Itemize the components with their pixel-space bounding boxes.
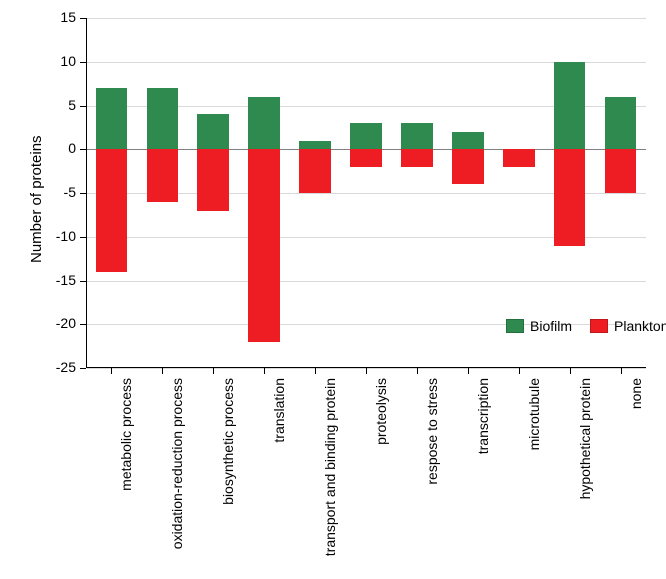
y-tick-label: -10 (46, 228, 76, 244)
bar-planktonic (248, 149, 280, 342)
x-tick (417, 368, 418, 374)
x-tick (315, 368, 316, 374)
bar-planktonic (350, 149, 382, 167)
x-category-label: metabolic process (118, 378, 134, 578)
x-tick (519, 368, 520, 374)
bar-biofilm (605, 97, 637, 150)
x-category-label: translation (271, 378, 287, 578)
legend-swatch-planktonic (590, 319, 608, 333)
x-category-label: oxidation-reduction process (169, 378, 185, 578)
bar-biofilm (197, 114, 229, 149)
y-tick (80, 106, 86, 107)
x-category-label: transport and binding protein (322, 378, 338, 578)
bar-planktonic (299, 149, 331, 193)
x-category-label: biosynthetic process (220, 378, 236, 578)
legend-label-planktonic: Planktonic (614, 318, 666, 334)
bar-biofilm (452, 132, 484, 150)
y-tick-label: 15 (46, 9, 76, 25)
x-tick (213, 368, 214, 374)
bar-planktonic (197, 149, 229, 210)
x-tick (570, 368, 571, 374)
legend-swatch-biofilm (506, 319, 524, 333)
bar-biofilm (248, 97, 280, 150)
y-tick-label: -5 (46, 184, 76, 200)
gridline (87, 18, 646, 19)
x-tick (468, 368, 469, 374)
legend-item-planktonic: Planktonic (590, 318, 666, 334)
y-tick-label: 10 (46, 53, 76, 69)
x-tick (366, 368, 367, 374)
legend-item-biofilm: Biofilm (506, 318, 572, 334)
y-axis-title: Number of proteins (28, 135, 45, 263)
bar-biofilm (96, 88, 128, 149)
x-tick (621, 368, 622, 374)
legend: Biofilm Planktonic (506, 318, 666, 334)
bar-planktonic (147, 149, 179, 202)
y-tick (80, 324, 86, 325)
x-tick (162, 368, 163, 374)
legend-label-biofilm: Biofilm (530, 318, 572, 334)
y-tick (80, 18, 86, 19)
gridline (87, 281, 646, 282)
y-tick-label: 0 (46, 140, 76, 156)
y-tick-label: 5 (46, 97, 76, 113)
bar-biofilm (554, 62, 586, 150)
x-category-label: hypothetical protein (577, 378, 593, 578)
bar-planktonic (96, 149, 128, 272)
y-tick (80, 237, 86, 238)
y-tick-label: -25 (46, 359, 76, 375)
bar-planktonic (452, 149, 484, 184)
bar-planktonic (401, 149, 433, 167)
y-tick (80, 368, 86, 369)
x-category-label: microtubule (526, 378, 542, 578)
x-tick (264, 368, 265, 374)
x-category-label: proteolysis (373, 378, 389, 578)
bar-planktonic (503, 149, 535, 167)
y-tick (80, 193, 86, 194)
y-tick-label: -15 (46, 272, 76, 288)
bar-biofilm (401, 123, 433, 149)
y-tick (80, 281, 86, 282)
bar-planktonic (554, 149, 586, 245)
bar-biofilm (350, 123, 382, 149)
x-category-label: none (628, 378, 644, 578)
bar-biofilm (147, 88, 179, 149)
x-tick (111, 368, 112, 374)
bar-planktonic (605, 149, 637, 193)
bar-biofilm (299, 141, 331, 150)
x-category-label: respose to stress (424, 378, 440, 578)
x-category-label: transcription (475, 378, 491, 578)
protein-chart: Number of proteins Biofilm Planktonic -2… (0, 0, 666, 579)
y-tick-label: -20 (46, 315, 76, 331)
y-tick (80, 149, 86, 150)
y-tick (80, 62, 86, 63)
